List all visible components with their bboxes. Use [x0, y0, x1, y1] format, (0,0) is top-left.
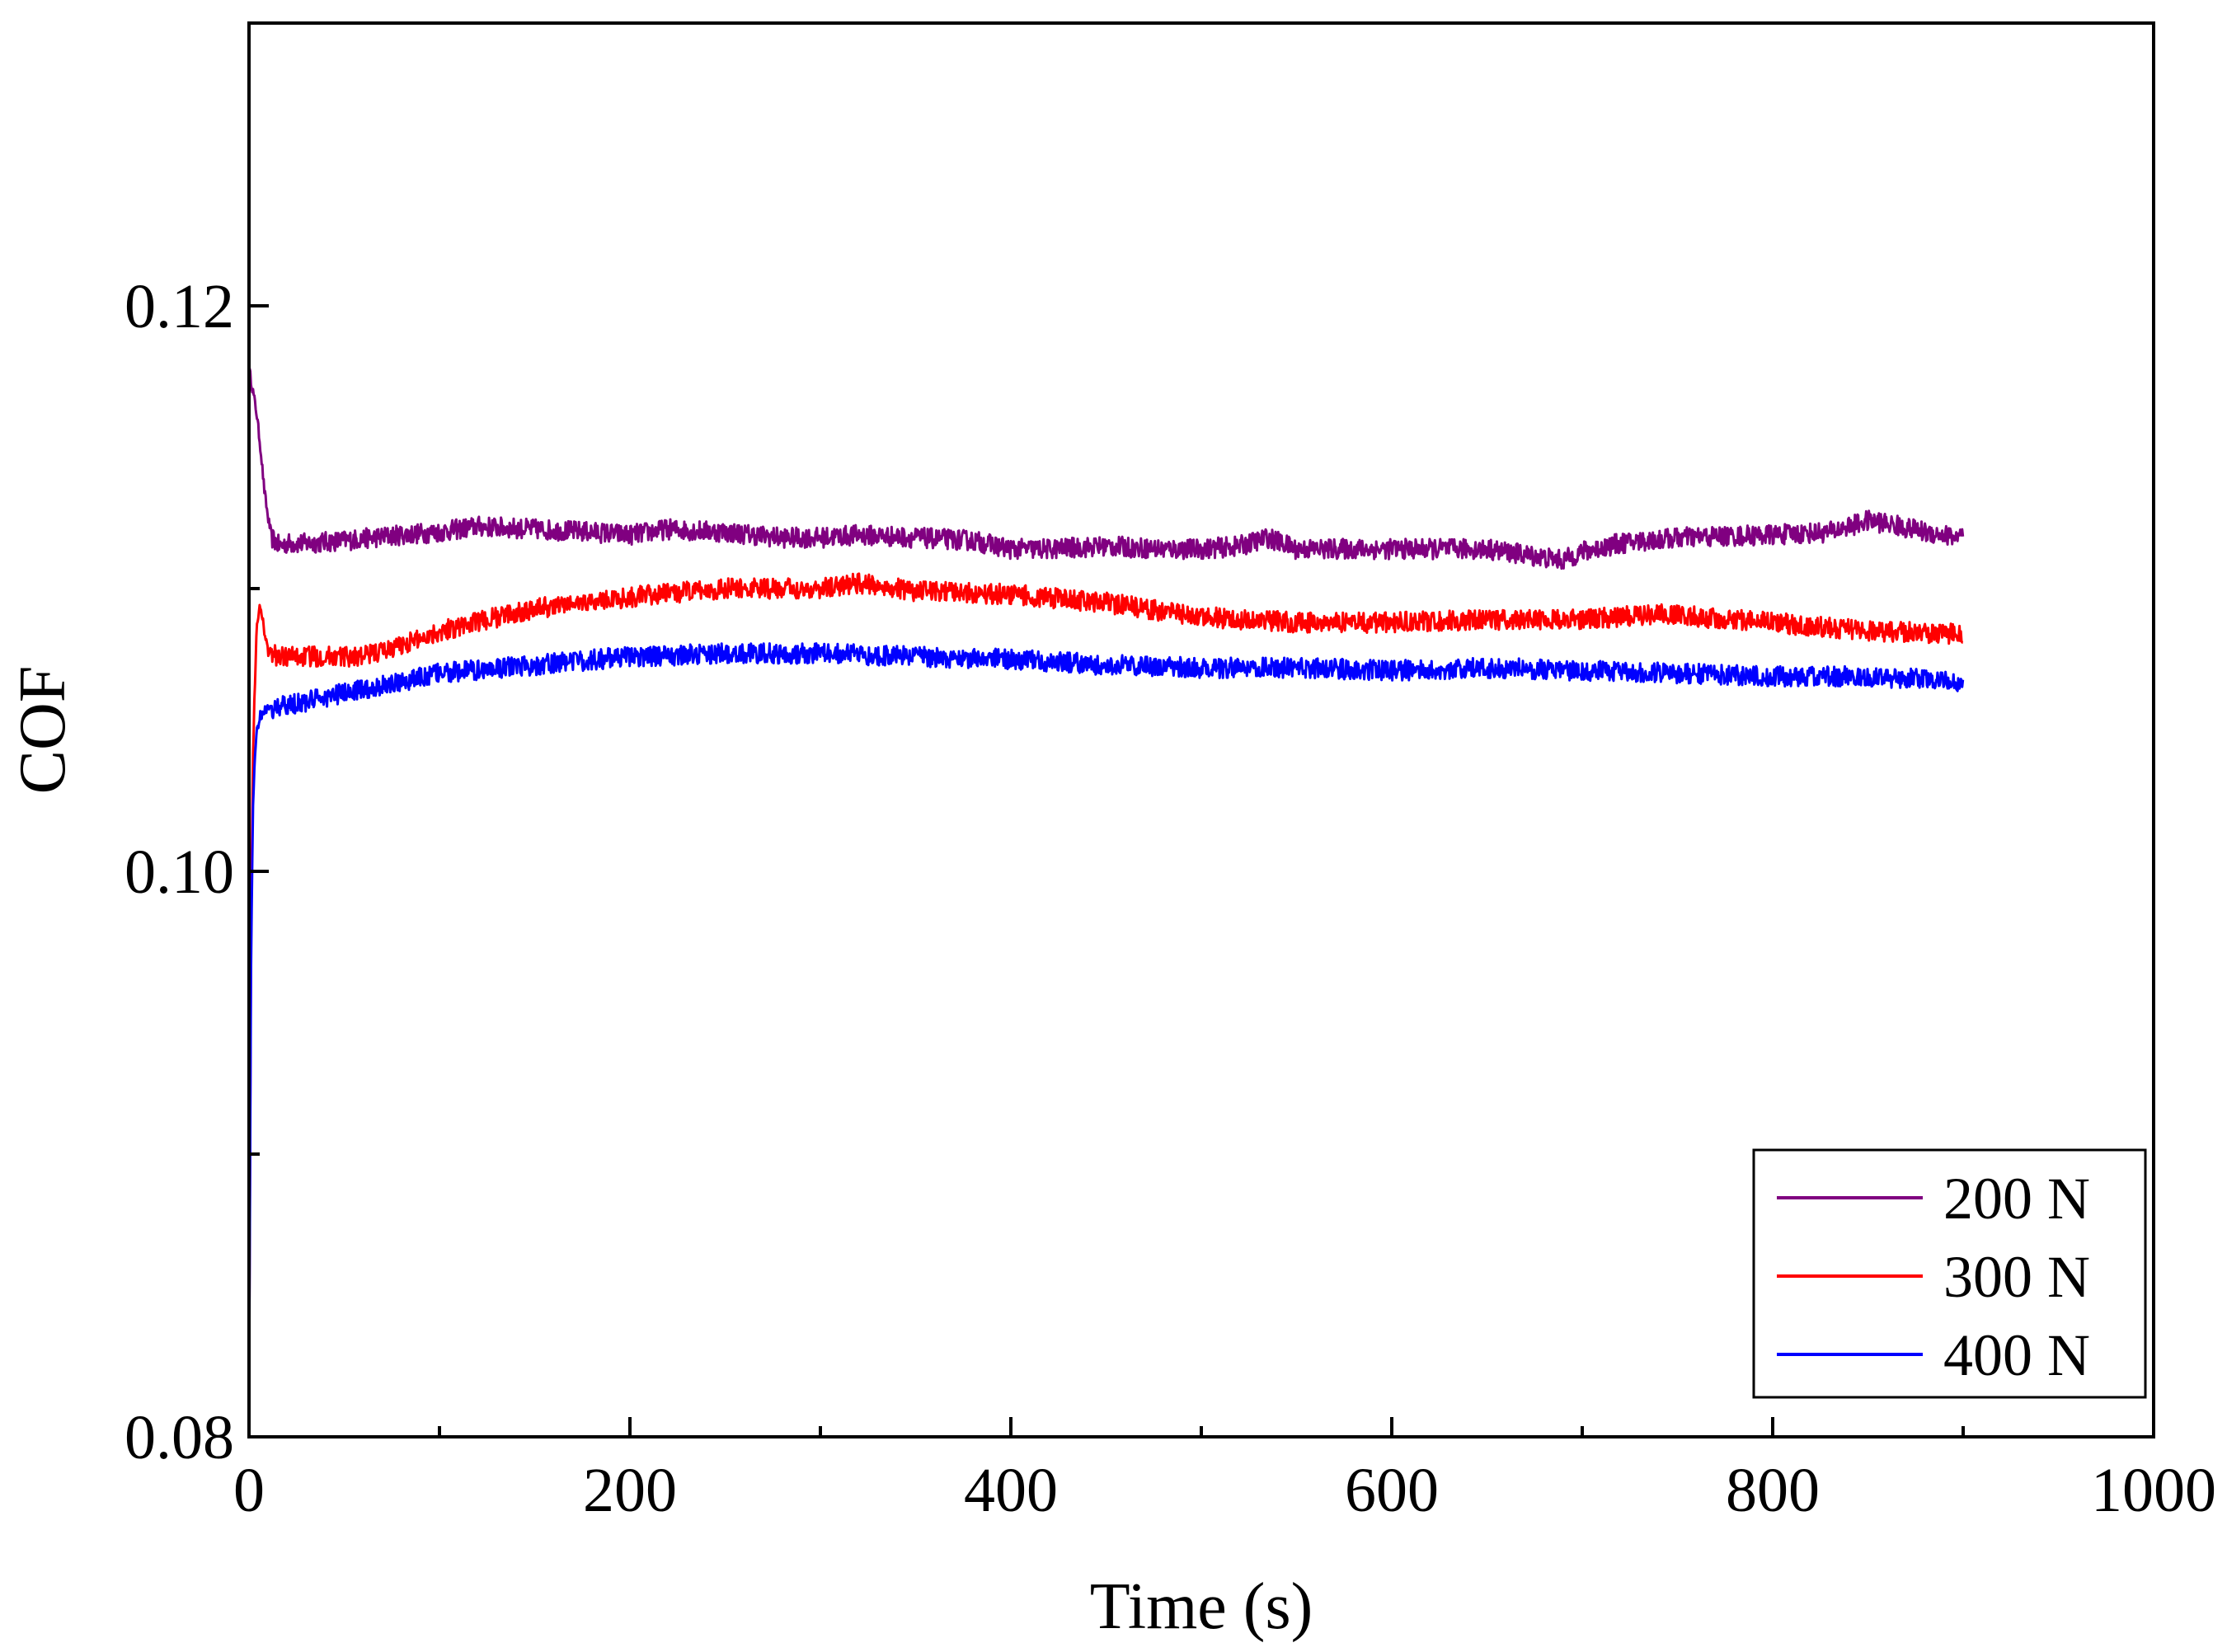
y-tick-label: 0.12 — [125, 272, 234, 341]
y-axis-title: COF — [7, 666, 79, 795]
x-tick-label: 0 — [233, 1456, 265, 1525]
x-tick-label: 200 — [583, 1456, 677, 1525]
ticks-layer — [247, 304, 2155, 1438]
y-tick-label: 0.10 — [125, 838, 234, 907]
x-tick-label: 400 — [964, 1456, 1058, 1525]
legend-label: 200 N — [1943, 1166, 2090, 1232]
legend-label: 400 N — [1943, 1322, 2090, 1388]
series-line-300-n — [247, 572, 1964, 1399]
legend: 200 N 300 N 400 N — [1752, 1148, 2147, 1399]
x-tick-label: 1000 — [2091, 1456, 2216, 1525]
y-tick-label: 0.08 — [125, 1403, 234, 1472]
x-axis-title: Time (s) — [1090, 1570, 1313, 1643]
series-layer — [247, 367, 1965, 1413]
series-line-200-n — [247, 367, 1965, 570]
legend-items: 200 N 300 N 400 N — [1777, 1166, 2090, 1388]
x-tick-label: 600 — [1345, 1456, 1439, 1525]
legend-label: 300 N — [1943, 1244, 2090, 1310]
tick-labels: 0 200 400 600 800 1000 0.08 0.10 0.12 — [125, 272, 2216, 1525]
x-tick-label: 800 — [1726, 1456, 1820, 1525]
series-line-400-n — [247, 642, 1965, 1413]
